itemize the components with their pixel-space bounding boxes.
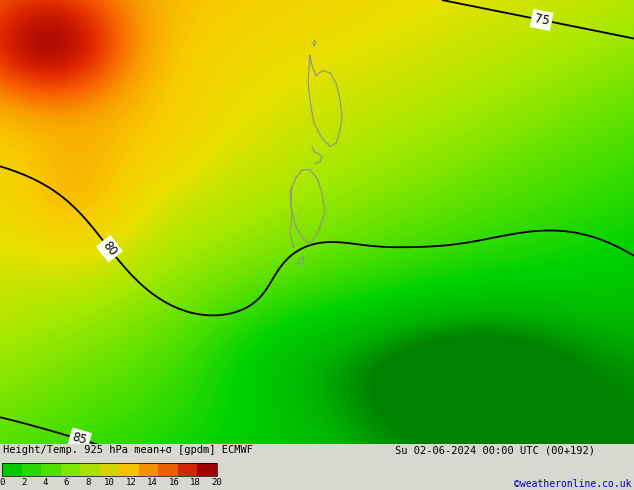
Bar [80, 463, 100, 476]
Bar [22, 463, 41, 476]
Bar [178, 463, 197, 476]
Bar [139, 463, 158, 476]
Text: 2: 2 [21, 478, 26, 487]
Text: 75: 75 [533, 12, 550, 28]
Bar [100, 463, 119, 476]
Text: 12: 12 [126, 478, 136, 487]
Bar [119, 463, 139, 476]
Text: 14: 14 [147, 478, 158, 487]
Text: 0: 0 [0, 478, 4, 487]
Text: Su 02-06-2024 00:00 UTC (00+192): Su 02-06-2024 00:00 UTC (00+192) [395, 445, 595, 455]
Text: 10: 10 [104, 478, 115, 487]
Text: 6: 6 [64, 478, 69, 487]
Bar [41, 463, 61, 476]
Text: ©weatheronline.co.uk: ©weatheronline.co.uk [514, 479, 631, 489]
Text: 18: 18 [190, 478, 201, 487]
Text: 8: 8 [86, 478, 91, 487]
Text: 85: 85 [71, 431, 89, 447]
Text: Height/Temp. 925 hPa mean+σ [gpdm] ECMWF: Height/Temp. 925 hPa mean+σ [gpdm] ECMWF [3, 445, 253, 455]
Bar [61, 463, 80, 476]
Bar [2, 463, 22, 476]
Text: 80: 80 [100, 239, 119, 259]
Text: 4: 4 [42, 478, 48, 487]
Bar [158, 463, 178, 476]
Bar [2, 463, 217, 476]
Bar [197, 463, 217, 476]
Text: 16: 16 [169, 478, 179, 487]
Text: 20: 20 [212, 478, 223, 487]
